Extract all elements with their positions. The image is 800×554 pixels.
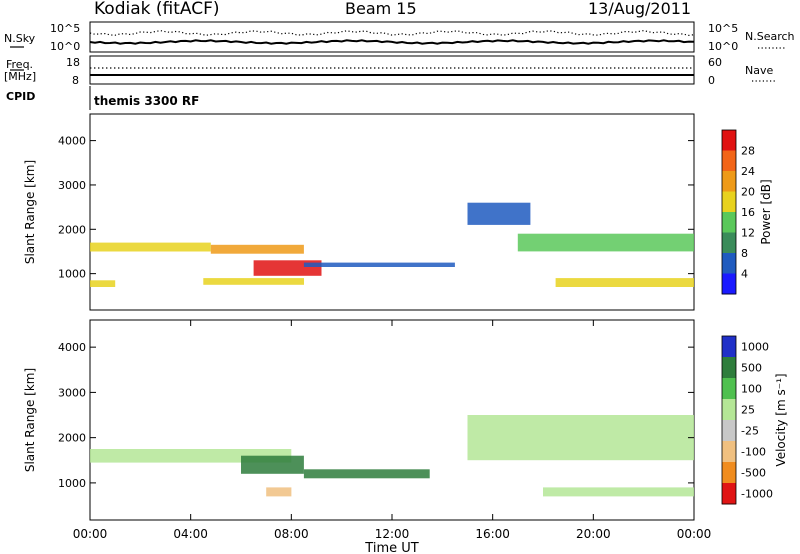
colorbar-tick-label: -25	[741, 425, 759, 438]
x-tick-label: 16:00	[475, 527, 510, 541]
echo-band	[517, 233, 694, 252]
colorbar-segment	[722, 171, 736, 192]
colorbar-segment	[722, 399, 736, 421]
colorbar-tick-label: 28	[741, 145, 755, 158]
colorbar-segment	[722, 191, 736, 213]
noise-right-tick-bottom: 10^0	[708, 40, 738, 53]
echo-band	[210, 244, 304, 254]
freq-tick-bottom: 8	[72, 74, 79, 87]
noise-left-label: N.Sky	[4, 32, 36, 45]
nave-tick-top: 60	[708, 56, 722, 69]
velocity-colorbar-label: Velocity [m s⁻¹]	[774, 373, 788, 466]
noise-left-tick-top: 10^5	[50, 22, 80, 35]
y-tick-label: 2000	[58, 223, 86, 236]
colorbar-segment	[722, 232, 736, 254]
colorbar-tick-label: 8	[741, 247, 748, 260]
echo-band	[203, 278, 304, 285]
colorbar-tick-label: -100	[741, 446, 766, 459]
beam-title: Beam 15	[345, 0, 417, 18]
noise-sky-trace	[89, 39, 695, 45]
colorbar-segment	[722, 336, 736, 358]
freq-unit-label: [MHz]	[4, 70, 36, 83]
x-tick-label: 00:00	[73, 527, 108, 541]
colorbar-segment	[722, 378, 736, 400]
colorbar-segment	[722, 357, 736, 379]
freq-tick-top: 18	[66, 56, 80, 69]
colorbar-segment	[722, 441, 736, 463]
power-ylabel: Slant Range [km]	[23, 160, 37, 264]
colorbar-tick-label: 25	[741, 404, 755, 417]
y-tick-label: 1000	[58, 268, 86, 281]
echo-band	[555, 278, 694, 287]
frequency-panel: Freq. [MHz] 18 8 60 0 Nave	[4, 55, 776, 87]
velocity-ylabel: Slant Range [km]	[23, 368, 37, 472]
nave-tick-bottom: 0	[708, 74, 715, 87]
cpid-value: themis 3300 RF	[94, 94, 199, 108]
colorbar-tick-label: 4	[741, 268, 748, 281]
cpid-label: CPID	[6, 90, 35, 103]
noise-right-label: N.Search	[745, 30, 795, 43]
y-tick-label: 3000	[58, 386, 86, 399]
y-tick-label: 1000	[58, 477, 86, 490]
colorbar-tick-label: 500	[741, 362, 762, 375]
colorbar-segment	[722, 130, 736, 151]
echo-band	[543, 487, 694, 497]
noise-panel: N.Sky 10^5 10^0 10^5 10^0 N.Search	[4, 21, 795, 53]
colorbar-tick-label: 16	[741, 206, 755, 219]
echo-band	[90, 280, 116, 287]
colorbar-tick-label: 20	[741, 186, 755, 199]
colorbar-tick-label: -500	[741, 467, 766, 480]
velocity-panel: 1000 2000 3000 4000 Slant Range [km] 1000 50…	[23, 319, 788, 554]
x-tick-label: 08:00	[274, 527, 309, 541]
date-title: 13/Aug/2011	[588, 0, 691, 18]
echo-band	[467, 202, 531, 225]
x-tick-label: 12:00	[375, 527, 410, 541]
freq-label: Freq.	[6, 58, 33, 71]
echo-band	[303, 262, 455, 267]
colorbar-segment	[722, 420, 736, 442]
colorbar-tick-label: 12	[741, 227, 755, 240]
colorbar-segment	[722, 150, 736, 172]
station-title: Kodiak (fitACF)	[94, 0, 220, 19]
power-panel: 1000 2000 3000 4000 Slant Range [km] 28 24 20…	[23, 113, 773, 311]
noise-right-tick-top: 10^5	[708, 22, 738, 35]
colorbar-segment	[722, 212, 736, 233]
echo-band	[241, 455, 304, 474]
echo-band	[266, 487, 292, 497]
x-tick-label: 04:00	[173, 527, 208, 541]
echo-band	[467, 415, 694, 461]
noise-search-trace	[89, 29, 695, 37]
colorbar-tick-label: 100	[741, 383, 762, 396]
echo-band	[90, 449, 292, 463]
colorbar-segment	[722, 273, 736, 295]
x-tick-label: 20:00	[576, 527, 611, 541]
y-tick-label: 3000	[58, 179, 86, 192]
colorbar-tick-label: 1000	[741, 341, 769, 354]
colorbar-tick-label: 24	[741, 165, 755, 178]
colorbar-tick-label: -1000	[741, 488, 773, 501]
colorbar-segment	[722, 462, 736, 484]
x-tick-label: 00:00	[677, 527, 712, 541]
power-colorbar-label: Power [dB]	[759, 179, 773, 244]
y-tick-label: 4000	[58, 341, 86, 354]
echo-band	[90, 242, 211, 252]
noise-left-tick-bottom: 10^0	[50, 40, 80, 53]
colorbar-segment	[722, 253, 736, 274]
x-axis-label: Time UT	[364, 541, 418, 554]
colorbar-segment	[722, 483, 736, 505]
echo-band	[303, 469, 430, 479]
y-tick-label: 4000	[58, 135, 86, 148]
y-tick-label: 2000	[58, 432, 86, 445]
nave-label: Nave	[745, 64, 773, 77]
